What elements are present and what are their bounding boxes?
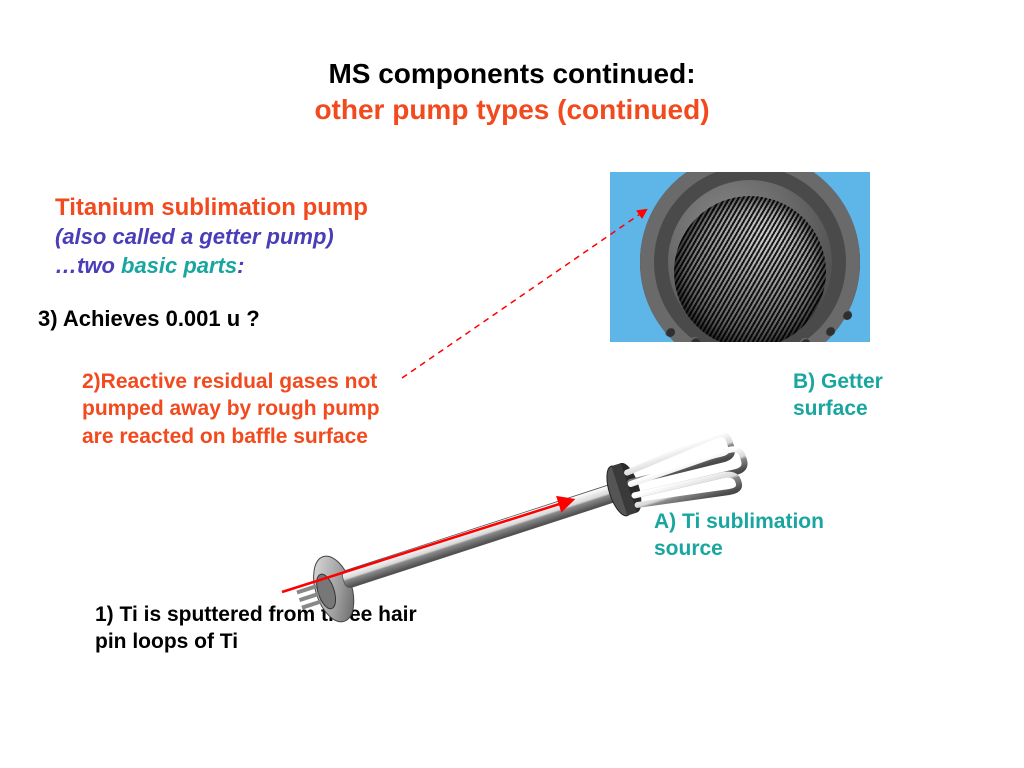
slide-title-block: MS components continued: other pump type… (0, 58, 1024, 126)
point-3: 3) Achieves 0.001 u ? (38, 306, 260, 332)
flange-inner-baffle (674, 196, 826, 342)
label-a-sublimation-source: A) Ti sublimation source (654, 508, 854, 563)
pump-heading: Titanium sublimation pump (also called a… (55, 192, 368, 280)
point-2: 2)Reactive residual gases not pumped awa… (82, 368, 392, 450)
heading-line2: (also called a getter pump) (55, 223, 368, 252)
heading-line1: Titanium sublimation pump (55, 192, 368, 223)
heading-line3: …two basic parts: (55, 252, 368, 281)
getter-surface-image (610, 172, 870, 342)
point-1: 1) Ti is sputtered from three hair pin l… (95, 601, 435, 656)
arrow-solid-to-source (282, 500, 572, 592)
title-sub: other pump types (continued) (0, 94, 1024, 126)
label-b-getter-surface: B) Getter surface (793, 368, 933, 423)
title-main: MS components continued: (0, 58, 1024, 90)
